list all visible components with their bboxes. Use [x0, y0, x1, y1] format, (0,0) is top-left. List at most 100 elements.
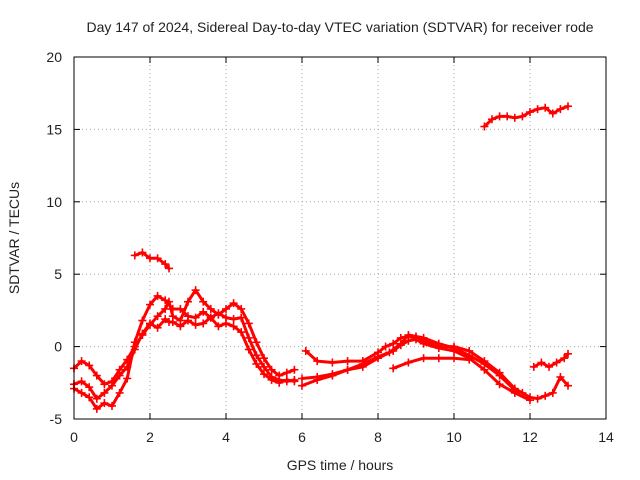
data-point — [552, 358, 561, 367]
y-tick-label: 20 — [46, 49, 62, 65]
grid — [74, 57, 606, 419]
data-point — [358, 359, 367, 368]
x-tick-label: 4 — [222, 429, 230, 445]
data-point — [541, 103, 550, 112]
data-point — [533, 105, 542, 114]
data-point — [313, 375, 322, 384]
data-point — [108, 381, 116, 390]
y-tick-label: 0 — [54, 339, 62, 355]
data-point — [206, 313, 215, 322]
data-point — [260, 354, 268, 363]
data-point — [214, 322, 223, 331]
data-point — [526, 396, 534, 405]
data-point — [176, 322, 185, 331]
data-point — [298, 374, 306, 383]
plot-frame — [73, 56, 607, 420]
y-tick-label: 15 — [46, 121, 62, 137]
x-tick-label: 2 — [146, 429, 154, 445]
data-point — [100, 388, 109, 397]
data-point — [267, 365, 276, 374]
data-point — [222, 304, 230, 313]
data-point — [130, 338, 139, 347]
data-point — [267, 373, 276, 382]
y-tick-label: 5 — [54, 266, 62, 282]
data-point — [108, 401, 116, 410]
data-point — [85, 361, 94, 370]
series-track-e — [298, 335, 534, 405]
data-point — [77, 377, 86, 386]
data-point — [153, 254, 162, 263]
data-point — [419, 354, 428, 363]
data-point — [229, 322, 238, 331]
data-point — [381, 342, 390, 351]
data-point — [153, 312, 162, 321]
x-tick-label: 8 — [374, 429, 382, 445]
data-point — [313, 357, 322, 366]
data-point — [85, 393, 94, 402]
data-point — [138, 329, 147, 338]
series-track-g — [389, 354, 474, 373]
data-point — [161, 260, 170, 269]
series-late-segment — [529, 349, 572, 371]
data-point — [161, 296, 170, 305]
data-point — [275, 375, 284, 384]
data-point — [92, 394, 101, 403]
y-axis-label: SDTVAR / TECUs — [6, 182, 22, 294]
data-point — [488, 115, 496, 124]
data-point — [541, 391, 550, 400]
data-series — [70, 102, 572, 413]
axis-ticks: 0 2 4 6 8 10 12 14 -5 0 5 10 15 20 — [46, 49, 614, 445]
data-point — [260, 362, 268, 371]
data-point — [495, 380, 504, 389]
data-point — [191, 320, 200, 329]
data-point — [556, 105, 565, 114]
data-point — [146, 300, 154, 309]
series-line — [133, 251, 171, 270]
data-point — [298, 381, 306, 390]
data-point — [396, 339, 405, 348]
data-point — [168, 317, 177, 326]
data-point — [184, 297, 192, 306]
series-peak-segment — [130, 248, 173, 273]
y-tick-label: -5 — [50, 411, 63, 427]
data-point — [328, 371, 337, 380]
data-point — [199, 307, 208, 316]
data-point — [252, 338, 261, 347]
data-point — [229, 315, 238, 324]
data-point — [138, 248, 147, 257]
data-point — [161, 304, 170, 313]
data-point — [191, 313, 200, 322]
data-point — [548, 109, 557, 118]
data-point — [153, 323, 162, 332]
data-point — [564, 102, 572, 111]
x-tick-label: 0 — [70, 429, 78, 445]
data-point — [214, 309, 223, 318]
data-point — [244, 333, 253, 342]
data-point — [537, 358, 546, 367]
series-high-segment — [480, 102, 572, 131]
data-point — [503, 112, 512, 121]
data-point — [153, 291, 162, 300]
x-tick-label: 12 — [522, 429, 538, 445]
data-point — [176, 304, 185, 313]
data-point — [518, 388, 527, 397]
data-point — [556, 373, 565, 382]
data-point — [222, 313, 230, 322]
data-point — [206, 304, 215, 313]
data-point — [419, 333, 428, 342]
data-point — [412, 332, 420, 341]
data-point — [564, 381, 572, 390]
data-point — [237, 328, 246, 337]
data-point — [229, 299, 238, 308]
data-point — [290, 375, 299, 384]
data-point — [138, 316, 147, 325]
data-point — [115, 388, 124, 397]
data-point — [495, 112, 504, 121]
data-point — [450, 354, 458, 363]
data-point — [130, 251, 139, 260]
data-point — [146, 319, 154, 328]
data-point — [533, 394, 542, 403]
series-line — [532, 352, 570, 369]
x-tick-label: 10 — [446, 429, 462, 445]
data-point — [77, 388, 86, 397]
